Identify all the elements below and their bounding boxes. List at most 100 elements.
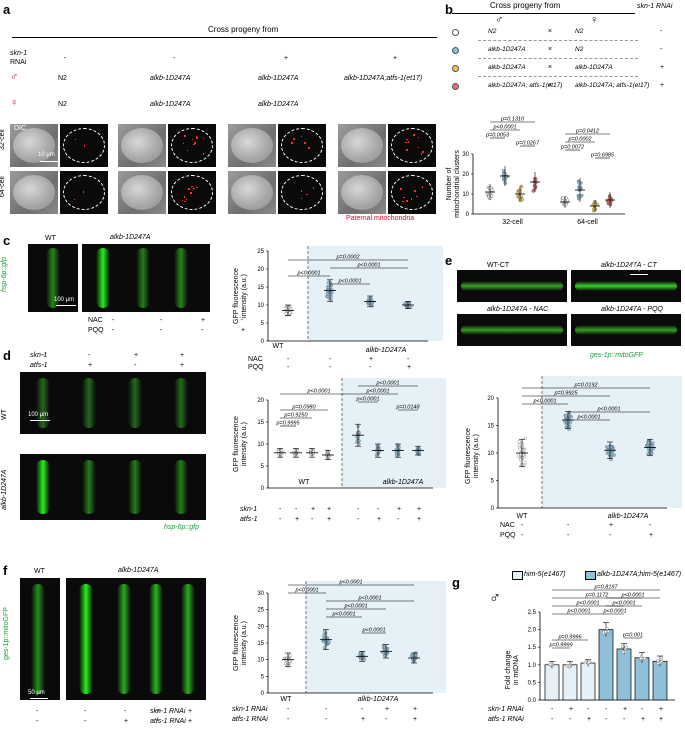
y-tick-label: 5 [261,464,265,470]
panel-g-atfs-label: atfs-1 RNAi [488,716,524,723]
panel-a-mito-2-1 [168,124,216,167]
panel-e-image-4 [571,314,681,346]
mito-dot [186,149,189,152]
panel-d-chart-atfs-8: + [417,516,422,523]
panel-a-dic-3-2 [228,171,276,214]
mito-dot [405,141,407,144]
y-tick-label: 10 [462,192,469,198]
panel-b-rnai-header: skn-1 RNAi [637,3,673,10]
data-point [608,455,612,459]
y-tick-label: 0 [261,486,265,492]
panel-d-chart-skn-3: + [311,506,316,513]
data-point [659,656,663,660]
data-point [621,645,625,649]
panel-b-sep-3 [478,76,638,77]
y-tick-label: 20 [462,172,469,178]
mito-dot [194,142,196,144]
data-point [329,294,333,298]
y-tick-label: 10 [257,442,264,448]
mutant-background [306,581,446,693]
panel-c-mut-label: alkb-1D247A [110,234,151,241]
panel-g-skn-3: - [587,706,590,713]
panel-a-64cell-label: 64-cell [0,176,6,197]
panel-c-nac-val-3: + [201,317,206,324]
data-point [624,645,628,649]
panel-d-chart-skn-2: - [295,506,298,513]
g-p9-label: p=0.9999 [548,643,572,649]
panel-c-chart-nac: NAC [248,356,263,363]
panel-f-skn-val-5: + [188,708,193,715]
panel-b-herm-4: alkb-1D247A; atfs-1(et17) [575,82,650,89]
panel-b-cross-2: × [548,46,553,53]
mito-dot [406,149,408,151]
data-point [646,452,650,456]
worm [117,584,131,694]
panel-g-atfs-6: + [641,716,646,723]
panel-d-chart-atfs-2: + [295,516,300,523]
mito-dot [414,190,416,192]
panel-b-legend-dot-1 [452,29,459,36]
y-tick-label: 0 [491,506,495,512]
panel-c-scale-bar [56,305,76,306]
panel-g-skn-5: + [623,706,628,713]
data-point [327,455,331,459]
data-point [523,460,527,465]
panel-f-image-3 [108,580,140,698]
data-point [326,281,330,285]
worm [461,281,563,291]
bar [652,660,668,701]
embryo-outline [63,175,105,210]
embryo-outline [171,128,213,163]
panel-b-legend-dot-3 [452,65,459,72]
panel-a-mito-label: Paternal mitochondria [346,215,415,222]
panel-c-image-mut-3 [162,244,200,312]
panel-c-chart-nac-4: - [407,356,410,363]
mito-dot [184,135,186,137]
bar [562,664,578,701]
worm [174,248,188,308]
panel-f-chart-skn: skn-1 RNAi [232,706,268,713]
panel-a-mito-4-1 [388,124,436,167]
y-label-1: GFP fluorescence [233,416,240,472]
panel-f-chart-skn-1: - [287,706,290,713]
panel-b-herm-symbol: ♀ [590,14,599,26]
mito-dot [403,196,405,199]
mito-dot [190,192,192,194]
worm [575,325,677,335]
panel-a-male-2: alkb-1D247A [150,75,191,82]
c-p2-label: p<0.0001 [356,263,380,269]
d-p7-label: p<0.0001 [355,397,379,403]
wt-tag: WT [299,479,311,486]
panel-a-scale-label: 10 μm [38,152,55,158]
y-label-2: intensity (a.u.) [241,274,248,318]
panel-g-atfs-3: + [587,716,592,723]
g-p8-label: p=0.9996 [557,635,582,641]
panel-g-atfs-2: - [569,716,572,723]
worm [82,460,96,514]
mito-dot [202,153,205,155]
worm [149,584,163,694]
f-p4-label: p<0.0001 [343,604,367,610]
embryo [13,175,55,210]
panel-g-legend2: alkb-1D247A;him-5(e1467) [597,571,682,578]
panel-d-wt-label: WT [1,409,8,420]
mito-dot [74,138,77,141]
panel-a-mito-3-2 [278,171,326,214]
panel-d-chart-atfs-5: - [357,516,360,523]
panel-c-pqq-val-4: + [241,327,246,334]
panel-a-herm-symbol: ♀ [10,97,19,109]
panel-c-chart-pqq-3: - [369,364,372,371]
mito-dot [191,138,194,141]
g-p4-label: p<0.0001 [575,601,599,607]
panel-d-wt-3 [114,374,156,432]
data-point [646,441,651,445]
mito-dot [410,198,413,200]
panel-d-chart-skn-1: - [279,506,282,513]
panel-d-wt-1 [22,374,64,432]
panel-b-rnai-4: + [660,82,665,89]
panel-c-pqq-val-3: - [201,327,204,334]
panel-g-skn-6: - [641,706,644,713]
y-tick-label: 10 [487,451,494,457]
panel-d-atfs-val-1: - [42,362,45,369]
worm [31,584,45,694]
